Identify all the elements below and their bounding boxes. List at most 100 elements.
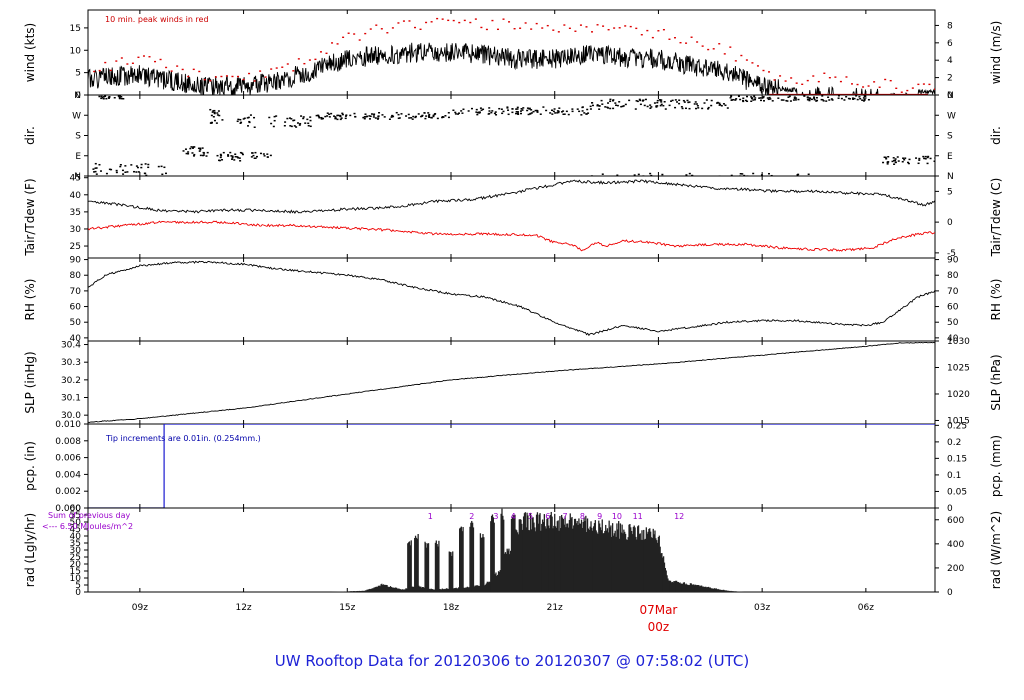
direction-point [284, 121, 287, 123]
direction-point [649, 172, 652, 175]
direction-point [793, 96, 796, 98]
direction-point [903, 159, 906, 161]
direction-point [522, 107, 525, 109]
y-axis-label-right: pcp. (mm) [989, 435, 1003, 497]
plot-frame [87, 257, 936, 342]
direction-point [98, 163, 101, 166]
direction-point [293, 119, 296, 121]
plot-area [92, 95, 935, 176]
peak-wind-mark [237, 75, 240, 78]
direction-point [885, 158, 888, 160]
peak-wind-mark [690, 36, 693, 38]
plot-area [88, 17, 935, 95]
direction-point [216, 112, 219, 114]
direction-point [696, 105, 699, 107]
direction-point [656, 99, 659, 102]
direction-point [807, 173, 810, 176]
direction-point [219, 156, 222, 159]
direction-point [848, 98, 851, 100]
peak-wind-mark [685, 42, 688, 44]
direction-point [212, 110, 215, 112]
direction-point [160, 165, 163, 168]
direction-point [609, 107, 612, 110]
direction-point [718, 102, 721, 104]
direction-point [915, 157, 918, 159]
direction-point [615, 104, 618, 106]
direction-point [143, 172, 146, 175]
peak-wind-mark [347, 32, 350, 34]
direction-point [395, 111, 398, 114]
direction-point [924, 155, 927, 158]
direction-point [320, 118, 323, 120]
direction-point [551, 113, 554, 115]
y-tick-label-left: 25 [70, 553, 81, 563]
direction-point [107, 97, 110, 99]
direction-point [601, 103, 604, 105]
direction-point [191, 147, 194, 149]
peak-wind-mark [458, 21, 461, 24]
direction-point [423, 112, 426, 114]
direction-point [209, 122, 212, 124]
y-tick-label-left: 40 [70, 532, 82, 542]
direction-point [239, 151, 242, 154]
direction-point [322, 117, 325, 120]
direction-point [753, 95, 756, 98]
direction-point [272, 125, 275, 128]
peak-wind-mark [591, 31, 594, 33]
direction-point [644, 98, 647, 101]
direction-point [221, 119, 224, 121]
direction-point [99, 170, 102, 172]
direction-point [136, 166, 139, 169]
plot-frame [87, 340, 936, 425]
direction-point [427, 112, 430, 114]
direction-point [317, 115, 320, 118]
peak-wind-mark [430, 21, 433, 23]
direction-point [643, 104, 646, 107]
direction-point [810, 98, 813, 101]
direction-point [891, 160, 894, 163]
y-tick-label-left: 50 [70, 518, 82, 528]
direction-point [671, 99, 674, 102]
direction-point [726, 107, 729, 109]
y-tick-label-left: 0.000 [55, 504, 81, 514]
y-tick-label-right: 1025 [947, 363, 970, 373]
direction-point [239, 160, 242, 162]
direction-point [515, 108, 518, 110]
hour-label: 10 [612, 512, 622, 521]
peak-wind-mark [463, 19, 466, 22]
peak-wind-mark [126, 63, 129, 65]
date-marker-date: 07Mar [639, 603, 677, 617]
direction-point [650, 106, 653, 108]
direction-point [237, 118, 240, 121]
direction-point [536, 111, 539, 113]
direction-point [432, 114, 435, 117]
peak-wind-mark [120, 57, 123, 59]
direction-point [788, 95, 791, 98]
direction-point [883, 156, 886, 158]
peak-wind-mark [568, 27, 571, 30]
direction-point [618, 101, 621, 103]
direction-point [405, 115, 408, 117]
panel-wind: 0 5 10 15 0 2 4 6 8 wind (kts) wind (m/s) 10 min. p… [23, 9, 1003, 101]
direction-point [837, 95, 840, 97]
direction-point [299, 122, 302, 125]
direction-point [622, 105, 625, 107]
peak-wind-mark [452, 19, 455, 22]
peak-wind-mark [286, 63, 289, 65]
peak-wind-mark [131, 62, 134, 64]
peak-wind-mark [508, 21, 511, 23]
peak-wind-mark [723, 53, 726, 55]
y-tick-label-right: 0 [947, 91, 953, 101]
direction-point [691, 174, 694, 176]
direction-point [397, 113, 400, 116]
direction-point [581, 106, 584, 108]
direction-point [659, 104, 662, 107]
direction-point [326, 115, 329, 117]
direction-point [324, 115, 327, 118]
peak-wind-mark [729, 46, 732, 48]
direction-point [894, 159, 897, 162]
direction-point [884, 156, 887, 159]
y-tick-label-left: 40 [70, 334, 82, 344]
direction-point [741, 173, 744, 175]
